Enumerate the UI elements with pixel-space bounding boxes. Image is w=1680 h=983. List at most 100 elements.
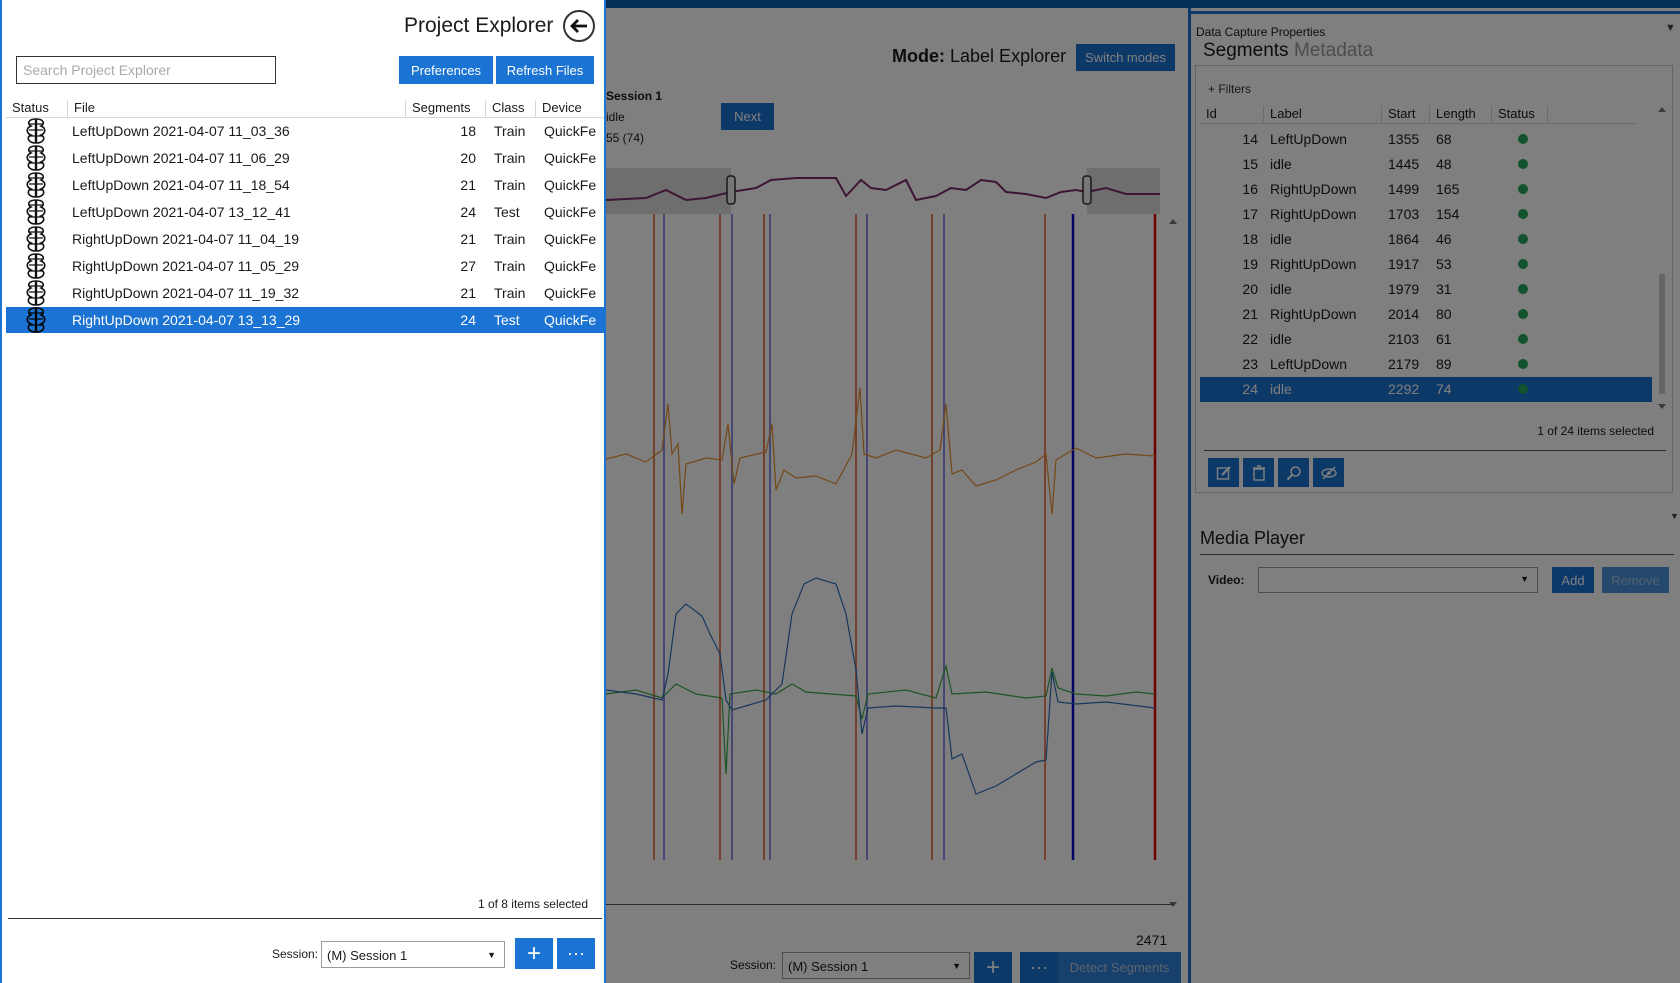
video-select[interactable]: ▼ xyxy=(1258,567,1538,593)
device-status-icon xyxy=(24,172,48,198)
column-header-length[interactable]: Length xyxy=(1430,106,1492,124)
add-session-button[interactable]: + xyxy=(515,938,553,969)
signal-plot[interactable] xyxy=(606,214,1166,874)
files-table-header: Status File Segments Class Device xyxy=(6,98,604,118)
overview-strip[interactable] xyxy=(606,168,1160,214)
file-name: LeftUpDown 2021-04-07 13_12_41 xyxy=(72,204,291,220)
column-header-segments[interactable]: Segments xyxy=(406,100,486,118)
segment-row[interactable]: 24 idle 2292 74 xyxy=(1200,377,1652,402)
file-row[interactable]: RightUpDown 2021-04-07 11_05_29 27 Train Qu… xyxy=(6,253,604,279)
overview-left-handle[interactable] xyxy=(726,175,736,205)
segment-id: 16 xyxy=(1242,181,1258,197)
segment-row[interactable]: 20 idle 1979 31 xyxy=(1200,277,1652,302)
file-row[interactable]: LeftUpDown 2021-04-07 11_06_29 20 Train Qui… xyxy=(6,145,604,171)
add-video-button[interactable]: Add xyxy=(1552,567,1594,593)
zoom-segment-button[interactable] xyxy=(1278,458,1309,487)
preferences-button[interactable]: Preferences xyxy=(399,56,493,84)
segment-row[interactable]: 17 RightUpDown 1703 154 xyxy=(1200,202,1652,227)
chevron-down-icon: ▼ xyxy=(487,950,496,960)
segment-row[interactable]: 19 RightUpDown 1917 53 xyxy=(1200,252,1652,277)
center-scrollbar[interactable] xyxy=(1168,218,1178,908)
file-device: QuickFe xyxy=(544,285,597,301)
file-row[interactable]: LeftUpDown 2021-04-07 13_12_41 24 Test Quic… xyxy=(6,199,604,225)
segment-row[interactable]: 14 LeftUpDown 1355 68 xyxy=(1200,127,1652,152)
center-pane: Mode: Label Explorer Switch modes Sessio… xyxy=(606,8,1188,983)
switch-modes-button[interactable]: Switch modes xyxy=(1076,44,1175,71)
next-button[interactable]: Next xyxy=(721,103,774,130)
center-session-value: (M) Session 1 xyxy=(788,959,869,974)
delete-segment-button[interactable] xyxy=(1243,458,1274,487)
scroll-down-icon[interactable] xyxy=(1658,404,1666,409)
detect-segments-button[interactable]: Detect Segments xyxy=(1058,952,1181,983)
center-session-select[interactable]: (M) Session 1 ▼ xyxy=(782,952,970,979)
segment-label: RightUpDown xyxy=(1270,306,1357,322)
search-input[interactable] xyxy=(16,56,276,84)
segments-scrollbar[interactable] xyxy=(1656,104,1668,414)
video-label: Video: xyxy=(1208,573,1245,587)
segment-id: 18 xyxy=(1242,231,1258,247)
segment-row[interactable]: 16 RightUpDown 1499 165 xyxy=(1200,177,1652,202)
column-header-start[interactable]: Start xyxy=(1382,106,1430,124)
session-select[interactable]: (M) Session 1 ▼ xyxy=(321,941,505,968)
column-header-file[interactable]: File xyxy=(68,100,406,118)
status-ok-icon xyxy=(1518,384,1528,394)
segment-length: 53 xyxy=(1436,256,1452,272)
column-header-device[interactable]: Device xyxy=(542,100,582,115)
scroll-thumb[interactable] xyxy=(1659,274,1665,394)
hide-segment-button[interactable] xyxy=(1313,458,1344,487)
file-class: Test xyxy=(494,312,520,328)
segment-label: idle xyxy=(1270,231,1292,247)
segment-start: 1355 xyxy=(1388,131,1420,147)
segment-length: 61 xyxy=(1436,331,1452,347)
file-class: Train xyxy=(494,123,526,139)
file-row[interactable]: RightUpDown 2021-04-07 11_04_19 21 Train Qu… xyxy=(6,226,604,252)
remove-video-button[interactable]: Remove xyxy=(1602,567,1669,593)
segment-row[interactable]: 15 idle 1445 48 xyxy=(1200,152,1652,177)
filters-toggle[interactable]: + Filters xyxy=(1208,82,1252,96)
file-segments: 21 xyxy=(460,285,476,301)
file-name: LeftUpDown 2021-04-07 11_03_36 xyxy=(72,123,290,139)
refresh-files-button[interactable]: Refresh Files xyxy=(496,56,594,84)
segment-id: 21 xyxy=(1242,306,1258,322)
tab-segments[interactable]: Segments xyxy=(1203,40,1289,61)
column-header-class[interactable]: Class xyxy=(486,100,536,118)
overview-window xyxy=(731,168,1087,214)
device-status-icon xyxy=(24,226,48,252)
add-session-button[interactable]: + xyxy=(974,952,1012,983)
column-header-status[interactable]: Status xyxy=(1492,106,1548,124)
file-name: RightUpDown 2021-04-07 13_13_29 xyxy=(72,312,301,328)
segment-length: 154 xyxy=(1436,206,1460,222)
segment-row[interactable]: 18 idle 1864 46 xyxy=(1200,227,1652,252)
column-header-status[interactable]: Status xyxy=(6,100,68,118)
more-options-button[interactable]: ··· xyxy=(1020,952,1058,983)
segment-start: 1499 xyxy=(1388,181,1420,197)
back-button[interactable] xyxy=(563,10,595,42)
file-row[interactable]: RightUpDown 2021-04-07 11_19_32 21 Train Qu… xyxy=(6,280,604,306)
scroll-up-icon[interactable] xyxy=(1169,219,1177,224)
segment-row[interactable]: 23 LeftUpDown 2179 89 xyxy=(1200,352,1652,377)
status-ok-icon xyxy=(1518,359,1528,369)
file-row[interactable]: RightUpDown 2021-04-07 13_13_29 24 Test Qui… xyxy=(6,307,604,333)
column-header-id[interactable]: Id xyxy=(1200,106,1264,124)
session-more-button[interactable]: ··· xyxy=(557,938,595,969)
segment-info: Session 1 idle 55 (74) xyxy=(606,86,662,149)
column-header-label[interactable]: Label xyxy=(1264,106,1382,124)
edit-segment-button[interactable] xyxy=(1208,458,1239,487)
sample-count: 2471 xyxy=(1136,932,1168,948)
segment-row[interactable]: 22 idle 2103 61 xyxy=(1200,327,1652,352)
file-name: LeftUpDown 2021-04-07 11_06_29 xyxy=(72,150,290,166)
collapse-chevron-icon[interactable]: ▼ xyxy=(1665,22,1676,34)
status-ok-icon xyxy=(1518,209,1528,219)
file-class: Test xyxy=(494,204,520,220)
status-ok-icon xyxy=(1518,159,1528,169)
file-class: Train xyxy=(494,258,526,274)
media-collapse-chevron-icon[interactable]: ▼ xyxy=(1670,511,1679,521)
scroll-up-icon[interactable] xyxy=(1658,107,1666,112)
file-row[interactable]: LeftUpDown 2021-04-07 11_18_54 21 Train Qui… xyxy=(6,172,604,198)
file-segments: 24 xyxy=(460,204,476,220)
segment-session: Session 1 xyxy=(606,89,663,103)
overview-right-handle[interactable] xyxy=(1082,175,1092,205)
tab-metadata[interactable]: Metadata xyxy=(1294,40,1374,61)
segment-row[interactable]: 21 RightUpDown 2014 80 xyxy=(1200,302,1652,327)
file-row[interactable]: LeftUpDown 2021-04-07 11_03_36 18 Train Qui… xyxy=(6,118,604,144)
